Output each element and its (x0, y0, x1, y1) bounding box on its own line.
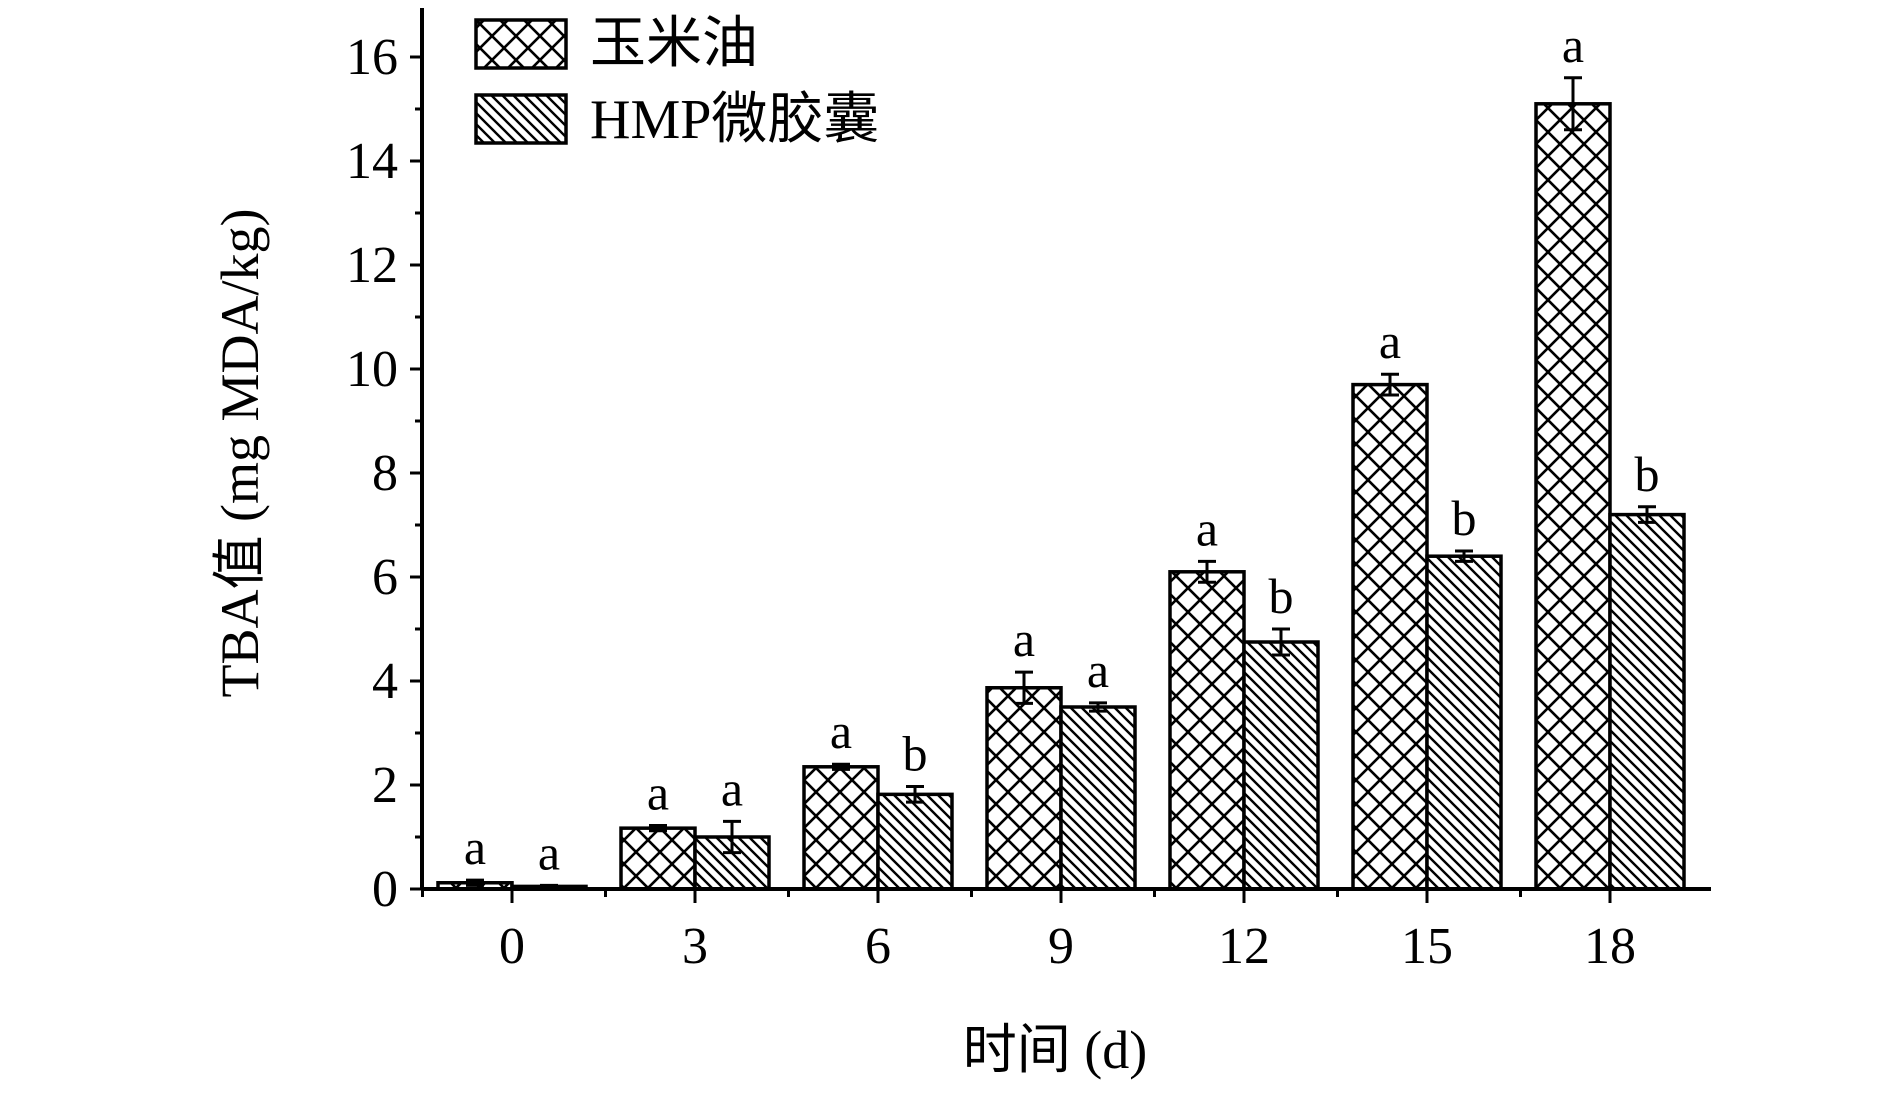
x-tick-label: 9 (1048, 918, 1074, 975)
bar-hmp-microcapsule (1059, 705, 1137, 891)
y-tick-label: 6 (372, 549, 398, 606)
x-tick-label: 3 (682, 918, 708, 975)
y-tick-label: 0 (372, 861, 398, 918)
y-tick-label: 10 (346, 341, 398, 398)
bar-hmp-microcapsule (1608, 512, 1686, 891)
bar-corn-oil (802, 765, 880, 891)
significance-label: a (721, 760, 743, 816)
significance-label: a (1087, 642, 1109, 698)
y-tick-label: 4 (372, 653, 398, 710)
significance-label: b (903, 726, 928, 782)
y-tick-label: 8 (372, 445, 398, 502)
bar-corn-oil (1351, 382, 1429, 891)
y-axis-title: TBA值 (mg MDA/kg) (210, 209, 270, 698)
y-tick-label: 16 (346, 29, 398, 86)
significance-label: a (538, 824, 560, 880)
significance-label: a (1379, 313, 1401, 369)
x-axis-ticks: 0 3 6 9 12 15 18 (421, 889, 1636, 975)
significance-label: b (1269, 568, 1294, 624)
bar-hmp-microcapsule (1242, 640, 1320, 891)
y-tick-label: 12 (346, 237, 398, 294)
legend-label-hmp-microcapsule: HMP微胶囊 (590, 89, 879, 151)
y-axis-ticks: 0 2 4 6 8 10 12 14 16 (346, 29, 422, 918)
significance-label: a (464, 819, 486, 875)
bar-hmp-microcapsule (876, 792, 954, 891)
bar-hmp-microcapsule (1425, 554, 1503, 891)
significance-label: a (1562, 17, 1584, 73)
legend-swatch-hmp-microcapsule (474, 93, 568, 145)
x-axis-title: 时间 (d) (963, 1020, 1147, 1080)
x-tick-label: 6 (865, 918, 891, 975)
x-tick-label: 0 (499, 918, 525, 975)
bar-corn-oil (1534, 102, 1612, 891)
legend: 玉米油 HMP微胶囊 (474, 13, 879, 151)
significance-label: a (830, 703, 852, 759)
significance-label: a (1013, 611, 1035, 667)
bar-corn-oil (1168, 570, 1246, 891)
x-tick-label: 12 (1218, 918, 1270, 975)
significance-label: a (1196, 500, 1218, 556)
significance-label: b (1452, 490, 1477, 546)
bar-corn-oil (619, 826, 697, 891)
significance-label: a (647, 765, 669, 821)
legend-label-corn-oil: 玉米油 (590, 13, 758, 75)
legend-swatch-corn-oil (474, 18, 568, 70)
y-tick-label: 2 (372, 757, 398, 814)
bar-corn-oil (985, 686, 1063, 891)
y-tick-label: 14 (346, 133, 398, 190)
significance-label: b (1635, 446, 1660, 502)
x-tick-label: 18 (1584, 918, 1636, 975)
x-tick-label: 15 (1401, 918, 1453, 975)
